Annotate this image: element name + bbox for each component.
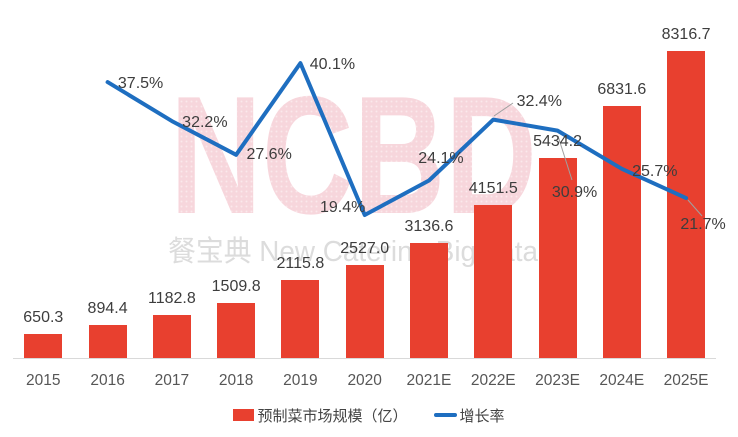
bar-2019 [281, 280, 320, 359]
leader-line-21-7 [687, 199, 703, 217]
bar-2022E [474, 205, 513, 359]
legend-item-growth-rate: 增长率 [433, 405, 505, 426]
bar-2025E [667, 51, 706, 359]
bar-2016 [88, 325, 127, 359]
bar-2018 [217, 302, 256, 359]
leader-line-32-4 [493, 102, 514, 117]
bar-2024E [602, 106, 641, 359]
bar-2023E [538, 157, 577, 359]
bar-2021E [409, 242, 448, 359]
leader-line-30-9 [557, 135, 573, 181]
bar-2015 [24, 334, 63, 359]
legend: 预制菜市场规模（亿） 增长率 [0, 404, 738, 426]
bar-2017 [152, 314, 191, 359]
legend-item-market-size: 预制菜市场规模（亿） [233, 405, 408, 426]
bar-2020 [345, 265, 384, 359]
growth-line [105, 61, 689, 217]
x-axis-line [13, 358, 716, 359]
bar-swatch-icon [233, 409, 255, 421]
line-swatch-icon [433, 413, 457, 417]
legend-label-growth-rate: 增长率 [459, 407, 505, 425]
legend-label-market-size: 预制菜市场规模（亿） [257, 407, 408, 425]
